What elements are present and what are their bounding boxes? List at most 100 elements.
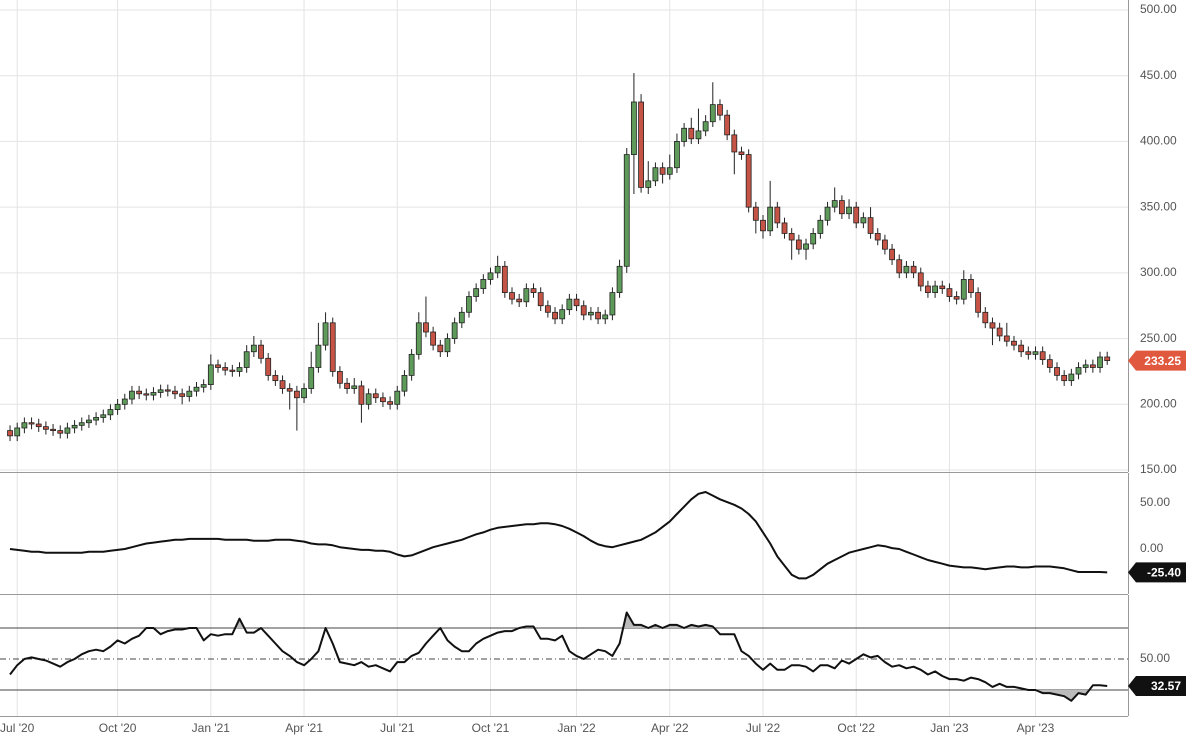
- candle-body: [602, 314, 609, 320]
- y-tick-label: 150.00: [1140, 462, 1177, 476]
- candle-body: [7, 430, 13, 437]
- candle-body: [136, 390, 143, 395]
- candle-body: [831, 200, 838, 208]
- candle-body: [1039, 351, 1046, 361]
- candle-body: [939, 285, 946, 290]
- candle-body: [989, 322, 996, 329]
- candle-body: [272, 374, 279, 382]
- candle-body: [795, 239, 802, 250]
- x-tick-label: Jul '20: [0, 721, 35, 735]
- candle-body: [286, 388, 293, 392]
- indicator-line: [9, 491, 1108, 580]
- candle-body: [1075, 367, 1082, 375]
- candle-body: [903, 265, 910, 274]
- candle-body: [236, 367, 243, 372]
- value-badge-label: 32.57: [1151, 679, 1181, 693]
- candle-body: [107, 409, 114, 416]
- candle-body: [157, 389, 164, 393]
- candle-body: [674, 141, 680, 169]
- y-tick-label: 50.00: [1140, 651, 1170, 665]
- candle-body: [566, 298, 573, 311]
- x-tick-label: Jan '22: [557, 721, 596, 735]
- candle-body: [932, 285, 938, 293]
- candle-body: [322, 322, 329, 346]
- candle-body: [466, 296, 472, 313]
- candle-body: [42, 426, 49, 430]
- candle-body: [767, 206, 774, 232]
- candle-body: [487, 272, 494, 280]
- candle-body: [960, 279, 967, 300]
- candle-body: [315, 344, 322, 368]
- candle-body: [344, 382, 350, 389]
- candle-body: [1011, 340, 1017, 346]
- candle-body: [114, 403, 121, 410]
- candle-body: [293, 390, 300, 399]
- candle-body: [258, 344, 264, 359]
- candle-body: [695, 130, 702, 140]
- candle-body: [982, 311, 989, 324]
- candle-body: [587, 311, 594, 316]
- candle-body: [179, 393, 186, 397]
- candle-body: [279, 380, 286, 389]
- x-tick-label: Apr '23: [1017, 721, 1055, 735]
- y-tick-label: 50.00: [1140, 495, 1170, 509]
- candle-body: [143, 393, 150, 396]
- candle-body: [652, 167, 659, 182]
- candle-body: [631, 101, 637, 155]
- candle-body: [415, 322, 422, 355]
- candle-body: [394, 390, 401, 405]
- candle-body: [250, 344, 257, 353]
- candle-body: [889, 248, 895, 261]
- candle-body: [380, 397, 386, 403]
- x-tick-label: Apr '22: [651, 721, 689, 735]
- candle-body: [1018, 344, 1025, 353]
- candle-body: [64, 427, 71, 434]
- candle-body: [14, 427, 21, 437]
- x-tick-label: Jan '21: [192, 721, 231, 735]
- candle-body: [1025, 351, 1032, 355]
- candle-body: [1032, 351, 1039, 355]
- candle-body: [616, 265, 623, 293]
- x-tick-label: Oct '22: [837, 721, 875, 735]
- candle-body: [717, 104, 723, 116]
- candle-body: [645, 180, 652, 188]
- candle-body: [265, 357, 272, 376]
- y-tick-label: 250.00: [1140, 331, 1177, 345]
- candle-body: [724, 114, 731, 136]
- y-tick-label: 200.00: [1140, 396, 1177, 410]
- candle-body: [451, 322, 458, 339]
- candle-body: [215, 364, 221, 368]
- x-tick-label: Apr '21: [285, 721, 323, 735]
- candle-body: [853, 206, 860, 224]
- candle-body: [910, 265, 917, 274]
- candle-body: [301, 388, 307, 399]
- candle-body: [516, 298, 523, 303]
- x-tick-label: Jan '23: [930, 721, 969, 735]
- y-tick-label: 0.00: [1140, 541, 1164, 555]
- x-tick-label: Jul '21: [380, 721, 415, 735]
- x-tick-label: Oct '21: [472, 721, 510, 735]
- candle-body: [372, 393, 379, 399]
- candle-body: [222, 367, 229, 371]
- candle-body: [423, 322, 429, 333]
- candle-body: [573, 298, 580, 307]
- candle-body: [781, 222, 788, 234]
- candle-body: [1003, 335, 1010, 342]
- y-tick-label: 300.00: [1140, 265, 1177, 279]
- candle-body: [917, 272, 924, 287]
- candle-body: [846, 206, 852, 215]
- candle-body: [193, 386, 200, 392]
- candle-body: [709, 104, 716, 123]
- candle-body: [129, 390, 135, 400]
- candle-body: [1089, 364, 1096, 368]
- candle-body: [229, 369, 236, 372]
- candle-body: [1104, 356, 1111, 362]
- candle-body: [867, 217, 874, 234]
- value-badge: [1128, 675, 1186, 696]
- candle-body: [78, 422, 85, 426]
- candle-body: [623, 154, 630, 267]
- candle-body: [93, 417, 99, 421]
- candle-body: [50, 428, 56, 431]
